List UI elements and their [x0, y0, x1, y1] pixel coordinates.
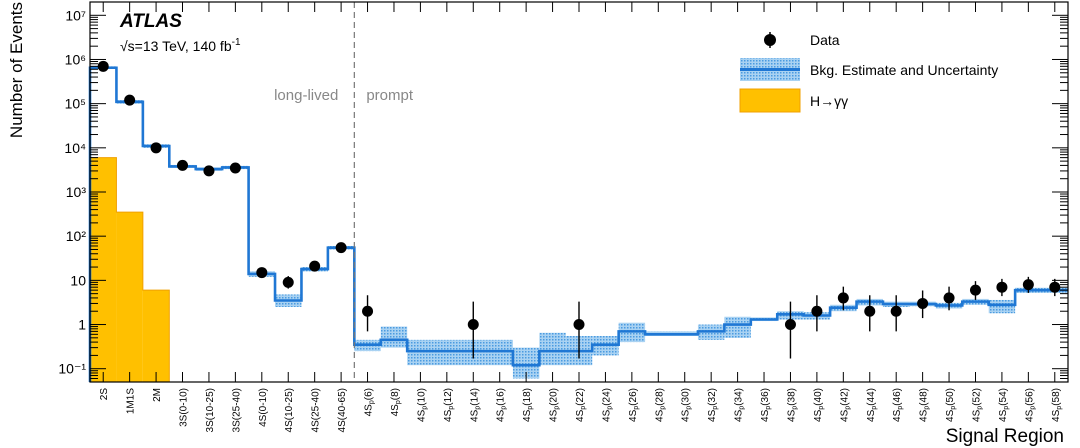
y-tick-label: 10⁶ [65, 51, 86, 67]
x-tick-label: 4S(40-65) [337, 388, 348, 432]
x-tick-label: 4Sp(42) [839, 388, 851, 422]
legend-bkg-label: Bkg. Estimate and Uncertainty [810, 62, 998, 78]
bkg-uncertainty [724, 316, 751, 338]
data-point [943, 292, 955, 304]
x-tick-label: 4Sp(28) [654, 388, 666, 422]
y-tick-label: 10² [66, 228, 87, 244]
data-point [362, 305, 374, 317]
x-tick-label: 4Sp(18) [522, 388, 534, 422]
x-tick-label: 1M1S [126, 388, 137, 414]
y-tick-label: 1 [78, 317, 86, 333]
legend-data-label: Data [810, 32, 840, 48]
y-tick-label: 10⁴ [64, 140, 86, 156]
x-tick-label: 4Sp(50) [945, 388, 957, 422]
atlas-label: ATLAS [119, 11, 182, 32]
x-tick-label: 3S(25-40) [231, 388, 242, 432]
x-tick-label: 2S [99, 388, 110, 401]
energy-label: √s=13 TeV, 140 fb-1 [120, 37, 241, 54]
bkg-uncertainty [407, 339, 434, 366]
x-axis-title: Signal Region [946, 426, 1064, 447]
data-point [969, 284, 981, 296]
y-axis-title: Number of Events [7, 2, 26, 138]
x-tick-label: 4S(0-10) [258, 388, 269, 427]
signal-bar [142, 290, 170, 382]
legend-data-marker [764, 32, 776, 48]
legend: Data Bkg. Estimate and Uncertainty H→γγ [739, 32, 998, 113]
y-tick-labels: 10⁻¹ 1 10 10² 10³ 10⁴ 10⁵ 10⁶ 10⁷ [58, 7, 86, 376]
x-tick-label: 4Sp(48) [919, 388, 931, 422]
x-tick-label: 4Sp(46) [892, 388, 904, 422]
axis-ticks [90, 1, 1068, 383]
x-tick-label: 4Sp(22) [575, 388, 587, 422]
x-tick-label: 4Sp(32) [707, 388, 719, 422]
legend-signal-swatch [739, 88, 801, 113]
data-point [784, 319, 796, 331]
long-lived-label: long-lived [274, 87, 338, 104]
x-tick-label: 4Sp(40) [813, 388, 825, 422]
data-point [335, 242, 347, 254]
data-point [917, 297, 929, 309]
x-tick-label: 4Sp(20) [549, 388, 561, 422]
bkg-uncertainty [539, 332, 566, 366]
data-points [97, 60, 1061, 359]
x-tick-label: 4Sp(12) [443, 388, 455, 422]
data-point [256, 267, 268, 279]
data-point [282, 276, 294, 288]
x-tick-label: 4Sp(30) [681, 388, 693, 422]
data-point [573, 319, 585, 331]
data-point [177, 159, 189, 171]
bkg-uncertainty [433, 339, 461, 366]
data-point [890, 305, 902, 317]
x-tick-label: 4Sp(8) [390, 388, 402, 416]
x-tick-label: 4Sp(54) [998, 388, 1010, 422]
x-tick-label: 4Sp(24) [601, 388, 613, 422]
x-tick-label: 4Sp(36) [760, 388, 772, 422]
x-tick-label: 2M [152, 388, 163, 402]
x-tick-label: 4Sp(34) [734, 388, 746, 422]
data-point [1049, 281, 1061, 293]
y-tick-label: 10 [70, 272, 86, 288]
x-tick-label: 3S(10-25) [205, 388, 216, 432]
x-tick-label: 4Sp(14) [469, 388, 481, 422]
x-tick-label: 4Sp(6) [364, 388, 376, 416]
data-point [467, 319, 479, 331]
data-point [996, 281, 1008, 293]
signal-bar [116, 212, 143, 382]
x-tick-label: 4Sp(10) [416, 388, 428, 422]
x-tick-label: 3S(0-10) [179, 388, 190, 427]
data-point [811, 305, 823, 317]
y-tick-label: 10⁵ [65, 96, 86, 112]
x-tick-label: 4S(10-25) [284, 388, 295, 432]
y-tick-label: 10³ [66, 184, 87, 200]
y-tick-label: 10⁷ [65, 7, 86, 23]
data-point [124, 94, 136, 106]
legend-bkg-swatch [740, 58, 800, 81]
x-tick-label: 4Sp(58) [1051, 388, 1063, 422]
x-tick-label: 4Sp(16) [496, 388, 508, 422]
data-point [229, 162, 241, 174]
data-point [97, 60, 109, 72]
bkg-uncertainty [380, 326, 408, 348]
data-point [203, 165, 215, 177]
x-tick-label: 4Sp(56) [1024, 388, 1036, 422]
x-tick-label: 4S(25-40) [311, 388, 322, 432]
bkg-uncertainty [988, 299, 1016, 314]
data-point [864, 305, 876, 317]
x-tick-labels: 2S 1M1S 2M 3S(0-10) 3S(10-25) 3S(25-40) 4S(0-1… [99, 388, 1063, 433]
bkg-uncertainty [486, 339, 513, 366]
prompt-label: prompt [366, 87, 414, 104]
y-tick-label: 10⁻¹ [58, 361, 86, 377]
signal-histogram [89, 157, 170, 382]
data-point [309, 260, 321, 272]
x-tick-label: 4Sp(44) [866, 388, 878, 422]
data-point [150, 142, 162, 154]
x-tick-label: 4Sp(38) [786, 388, 798, 422]
data-point [837, 292, 849, 304]
signal-bar [90, 157, 117, 382]
legend-signal-label: H→γγ [810, 93, 848, 109]
x-tick-label: 4Sp(52) [971, 388, 983, 422]
x-tick-label: 4Sp(26) [628, 388, 640, 422]
data-point [1022, 279, 1034, 291]
